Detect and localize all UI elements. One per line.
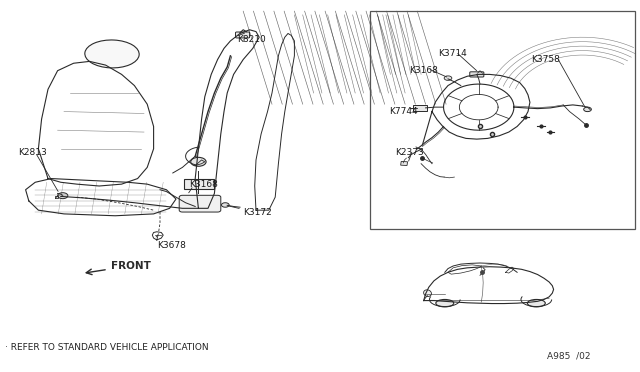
Ellipse shape	[424, 290, 431, 296]
Text: K3168: K3168	[410, 66, 438, 75]
Text: K3678: K3678	[157, 241, 186, 250]
Text: K3172: K3172	[243, 208, 272, 217]
FancyBboxPatch shape	[236, 32, 250, 38]
Ellipse shape	[436, 299, 454, 307]
Text: K2813: K2813	[18, 148, 47, 157]
Text: K8210: K8210	[237, 35, 266, 44]
FancyBboxPatch shape	[413, 105, 427, 111]
FancyBboxPatch shape	[470, 72, 484, 77]
Text: K3168: K3168	[189, 180, 218, 189]
Text: K3714: K3714	[438, 49, 467, 58]
Circle shape	[221, 203, 229, 207]
FancyBboxPatch shape	[179, 195, 221, 212]
Bar	[370, 11, 635, 229]
Ellipse shape	[85, 40, 139, 68]
Circle shape	[191, 157, 206, 166]
Text: K3758: K3758	[531, 55, 560, 64]
Circle shape	[584, 107, 591, 112]
Text: FRONT: FRONT	[86, 261, 150, 275]
Text: · REFER TO STANDARD VEHICLE APPLICATION: · REFER TO STANDARD VEHICLE APPLICATION	[5, 343, 209, 352]
Circle shape	[58, 193, 68, 199]
Bar	[401, 161, 408, 166]
Text: K7744: K7744	[389, 107, 418, 116]
Ellipse shape	[527, 299, 545, 307]
Circle shape	[444, 76, 452, 80]
Text: K2373: K2373	[396, 148, 424, 157]
Text: A985  /02: A985 /02	[547, 352, 591, 361]
FancyBboxPatch shape	[184, 179, 214, 189]
